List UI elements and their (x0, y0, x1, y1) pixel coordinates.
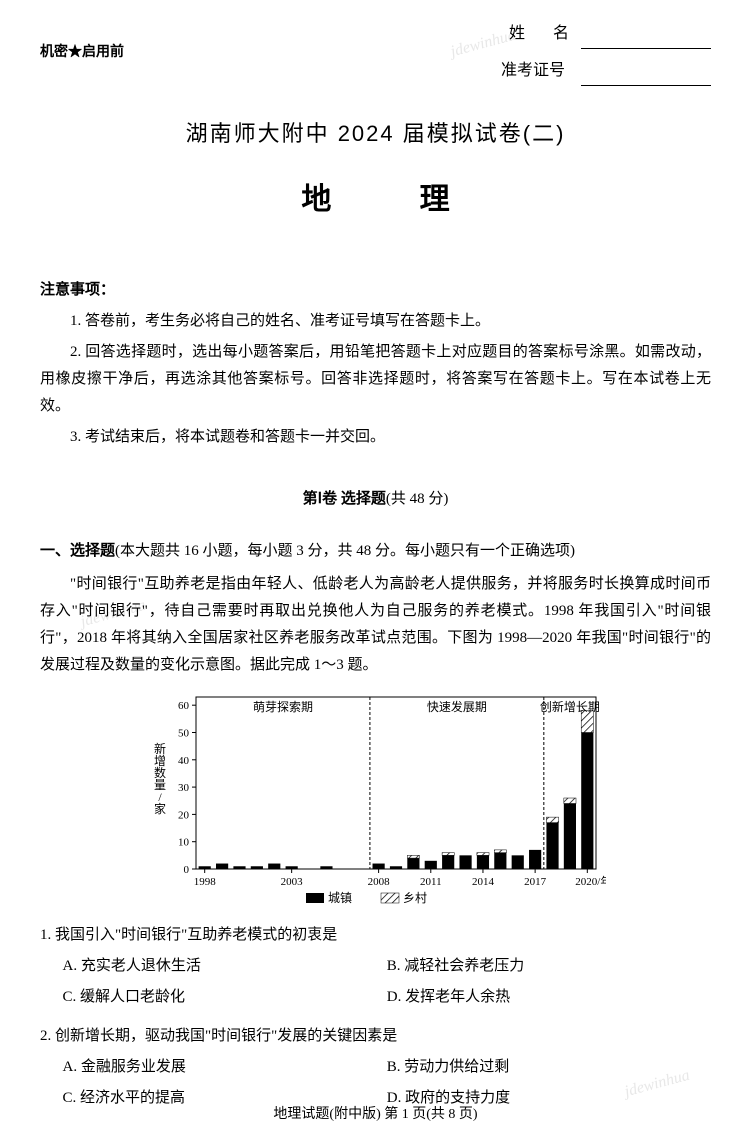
svg-text:2017: 2017 (524, 876, 547, 888)
option: A. 金融服务业发展 (63, 1054, 387, 1081)
exam-id-label: 准考证号 (501, 62, 565, 79)
options-row: A. 金融服务业发展B. 劳动力供给过剩C. 经济水平的提高D. 政府的支持力度 (40, 1054, 711, 1116)
svg-text:2014: 2014 (471, 876, 494, 888)
mcq-heading-thin: (本大题共 16 小题，每小题 3 分，共 48 分。每小题只有一个正确选项) (115, 543, 575, 559)
svg-text:城镇: 城镇 (328, 891, 352, 905)
svg-text:快速发展期: 快速发展期 (426, 699, 486, 714)
questions-block: 1. 我国引入"时间银行"互助养老模式的初衷是 A. 充实老人退休生活B. 减轻社… (40, 922, 711, 1116)
option: A. 充实老人退休生活 (63, 953, 387, 980)
options-row: A. 充实老人退休生活B. 减轻社会养老压力C. 缓解人口老龄化D. 发挥老年人… (40, 953, 711, 1015)
notice-heading: 注意事项： (40, 277, 711, 304)
name-line: 姓 名 (501, 20, 711, 49)
exam-id-line: 准考证号 (501, 57, 711, 86)
svg-text:10: 10 (178, 837, 190, 849)
student-info: 姓 名 准考证号 (501, 20, 711, 94)
svg-text:创新增长期: 创新增长期 (539, 699, 599, 714)
option: C. 经济水平的提高 (63, 1085, 387, 1112)
svg-text:萌芽探索期: 萌芽探索期 (252, 700, 312, 714)
svg-text:20: 20 (178, 810, 190, 822)
section-title-bold: 第Ⅰ卷 选择题 (303, 491, 386, 507)
option: C. 缓解人口老龄化 (63, 984, 387, 1011)
option: D. 发挥老年人余热 (387, 984, 711, 1011)
notice-item: 2. 回答选择题时，选出每小题答案后，用铅笔把答题卡上对应题目的答案标号涂黑。如… (40, 339, 711, 420)
notice-item: 1. 答卷前，考生务必将自己的姓名、准考证号填写在答题卡上。 (40, 308, 711, 335)
svg-text:2008: 2008 (367, 876, 390, 888)
header-row: 机密★启用前 姓 名 准考证号 (40, 20, 711, 94)
mcq-heading: 一、选择题(本大题共 16 小题，每小题 3 分，共 48 分。每小题只有一个正… (40, 538, 711, 565)
svg-text:新增数量/家: 新增数量/家 (153, 741, 165, 816)
name-underline (581, 31, 711, 49)
passage: "时间银行"互助养老是指由年轻人、低龄老人为高龄老人提供服务，并将服务时长换算成… (40, 571, 711, 679)
option: D. 政府的支持力度 (387, 1085, 711, 1112)
question: 2. 创新增长期，驱动我国"时间银行"发展的关键因素是 (40, 1023, 711, 1050)
svg-text:50: 50 (178, 728, 190, 740)
subject-title: 地 理 (40, 173, 711, 227)
svg-text:1998: 1998 (193, 876, 216, 888)
section-title: 第Ⅰ卷 选择题(共 48 分) (40, 486, 711, 513)
section-title-thin: (共 48 分) (386, 491, 449, 507)
svg-text:30: 30 (178, 782, 190, 794)
svg-text:2003: 2003 (280, 876, 303, 888)
option: B. 劳动力供给过剩 (387, 1054, 711, 1081)
svg-text:2011: 2011 (419, 876, 441, 888)
svg-text:0: 0 (183, 864, 189, 876)
exam-id-underline (581, 68, 711, 86)
name-label: 姓 名 (509, 25, 581, 42)
question: 1. 我国引入"时间银行"互助养老模式的初衷是 (40, 922, 711, 949)
chart-container: 0 10 20 30 40 50 60 新增数量/家 萌芽探索期 快速发展期 创新增长期 1998 20… (146, 689, 606, 914)
mcq-heading-bold: 一、选择题 (40, 543, 115, 559)
notice-item: 3. 考试结束后，将本试题卷和答题卡一并交回。 (40, 424, 711, 451)
chart-svg: 0 10 20 30 40 50 60 新增数量/家 萌芽探索期 快速发展期 创新增长期 1998 20… (146, 689, 606, 914)
svg-text:40: 40 (178, 755, 190, 767)
svg-text:乡村: 乡村 (403, 891, 427, 905)
svg-text:2020/年份: 2020/年份 (575, 874, 606, 888)
main-title: 湖南师大附中 2024 届模拟试卷(二) (40, 114, 711, 154)
confidential-label: 机密★启用前 (40, 40, 124, 65)
option: B. 减轻社会养老压力 (387, 953, 711, 980)
svg-text:60: 60 (178, 700, 190, 712)
